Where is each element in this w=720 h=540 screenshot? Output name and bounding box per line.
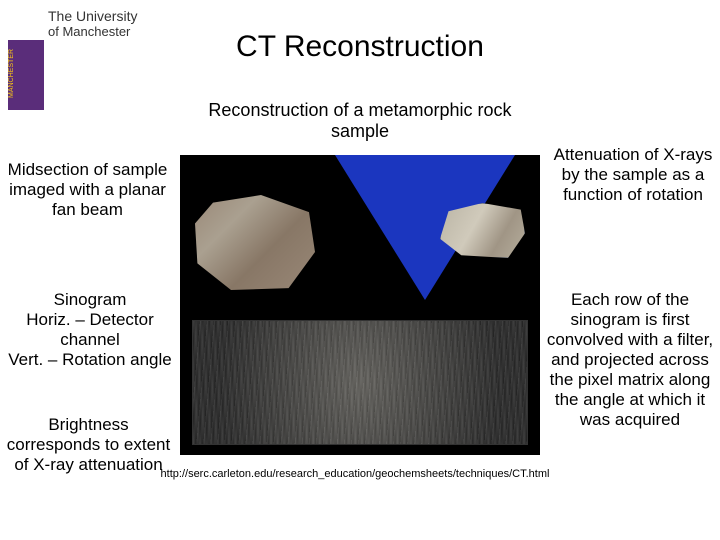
ct-figure — [180, 155, 540, 455]
slide-subtitle: Reconstruction of a metamorphic rock sam… — [180, 100, 540, 142]
rock-sample-slice — [195, 195, 315, 290]
label-sinogram: Sinogram Horiz. – Detector channel Vert.… — [0, 290, 180, 370]
label-midsection: Midsection of sample imaged with a plana… — [0, 160, 175, 220]
label-brightness: Brightness corresponds to extent of X-ra… — [6, 415, 171, 475]
source-url: http://serc.carleton.edu/research_educat… — [155, 468, 555, 480]
slide-title: CT Reconstruction — [0, 30, 720, 64]
label-eachrow: Each row of the sinogram is first convol… — [540, 290, 720, 430]
logo-line1: The University — [48, 8, 188, 24]
label-attenuation: Attenuation of X-rays by the sample as a… — [548, 145, 718, 205]
sinogram-panel — [192, 320, 528, 445]
